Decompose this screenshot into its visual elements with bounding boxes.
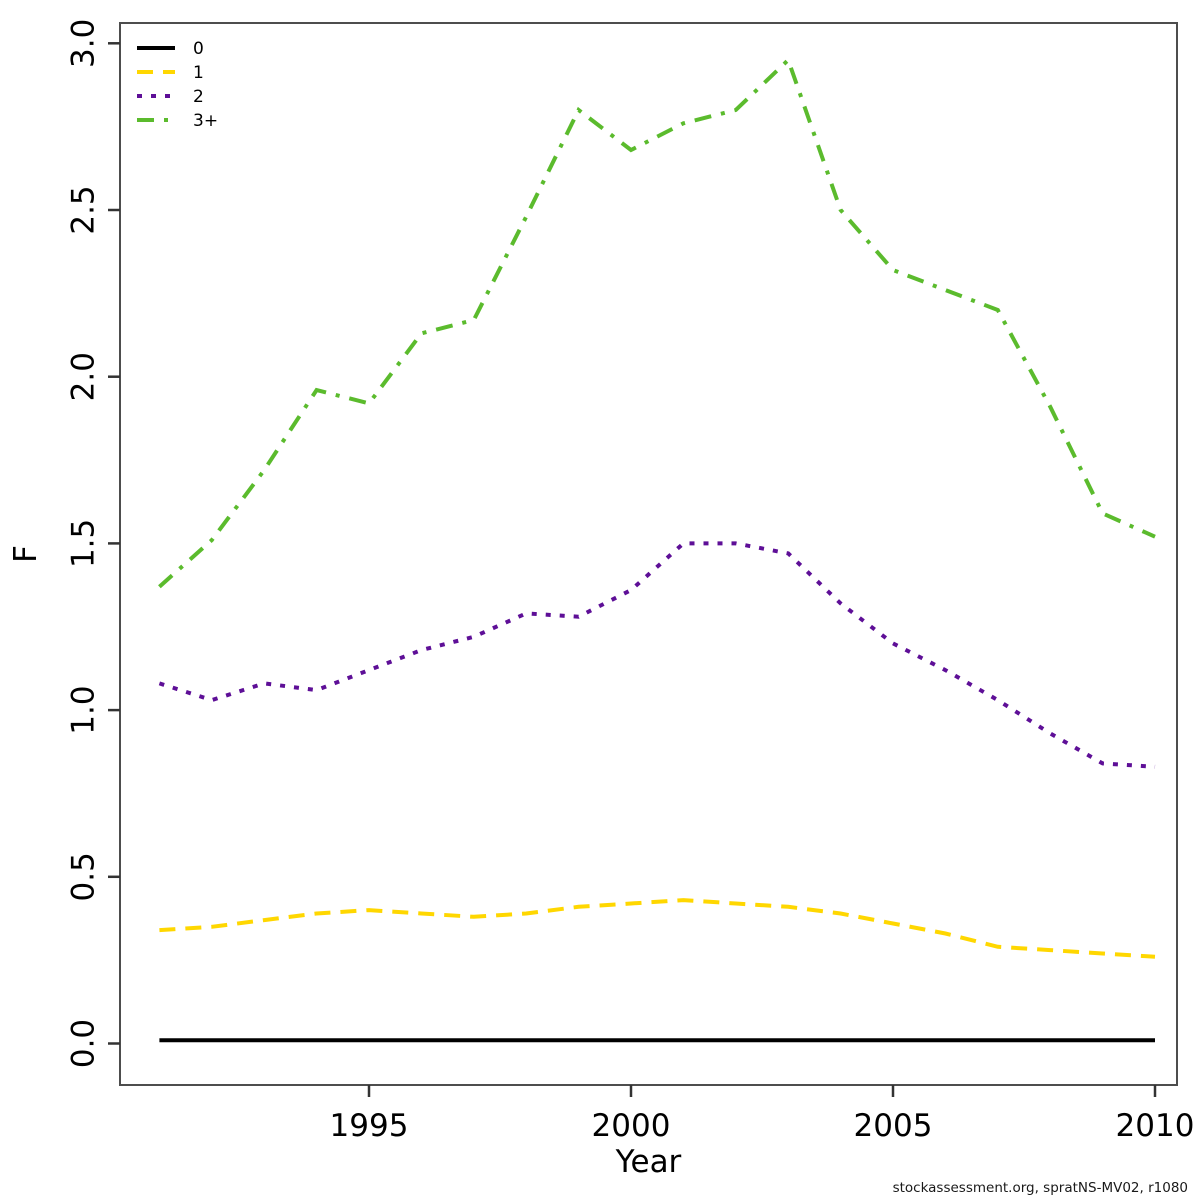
series-line-1 (159, 898, 1156, 959)
footer-credit-text: stockassessment.org, spratNS-MV02, r1080 (893, 1180, 1188, 1196)
series-line-2 (158, 541, 1156, 769)
y-tick-label: 1.5 (66, 519, 102, 568)
x-axis-title: Year (615, 1144, 682, 1180)
legend-label-0: 0 (193, 39, 204, 59)
y-tick-label: 2.5 (66, 185, 102, 234)
x-tick-label: 2005 (854, 1108, 933, 1144)
y-tick-label: 2.0 (66, 352, 102, 401)
legend-label-3plus: 3+ (193, 111, 218, 131)
axis-tick-labels: 0.0 0.5 1.0 1.5 2.0 2.5 3.0 1995 2000 2005 2010 (66, 19, 1195, 1144)
legend-label-2: 2 (193, 87, 204, 107)
axis-titles: Year F (8, 545, 682, 1180)
x-tick-label: 2000 (592, 1108, 671, 1144)
legend: 0 1 2 3+ (137, 39, 218, 131)
series-line-3plus (158, 56, 1156, 589)
x-tick-label: 2010 (1116, 1108, 1195, 1144)
x-tick-label: 1995 (330, 1108, 409, 1144)
y-axis-title: F (8, 545, 44, 563)
plot-box (119, 22, 1178, 1086)
y-tick-label: 3.0 (66, 19, 102, 68)
y-tick-label: 1.0 (66, 685, 102, 734)
plot-border (119, 22, 1178, 1086)
legend-label-1: 1 (193, 63, 204, 83)
series-lines (158, 56, 1156, 1043)
axis-ticks (108, 42, 1157, 1097)
y-tick-label: 0.5 (66, 852, 102, 901)
footer: stockassessment.org, spratNS-MV02, r1080 (893, 1180, 1188, 1196)
y-tick-label: 0.0 (66, 1019, 102, 1068)
